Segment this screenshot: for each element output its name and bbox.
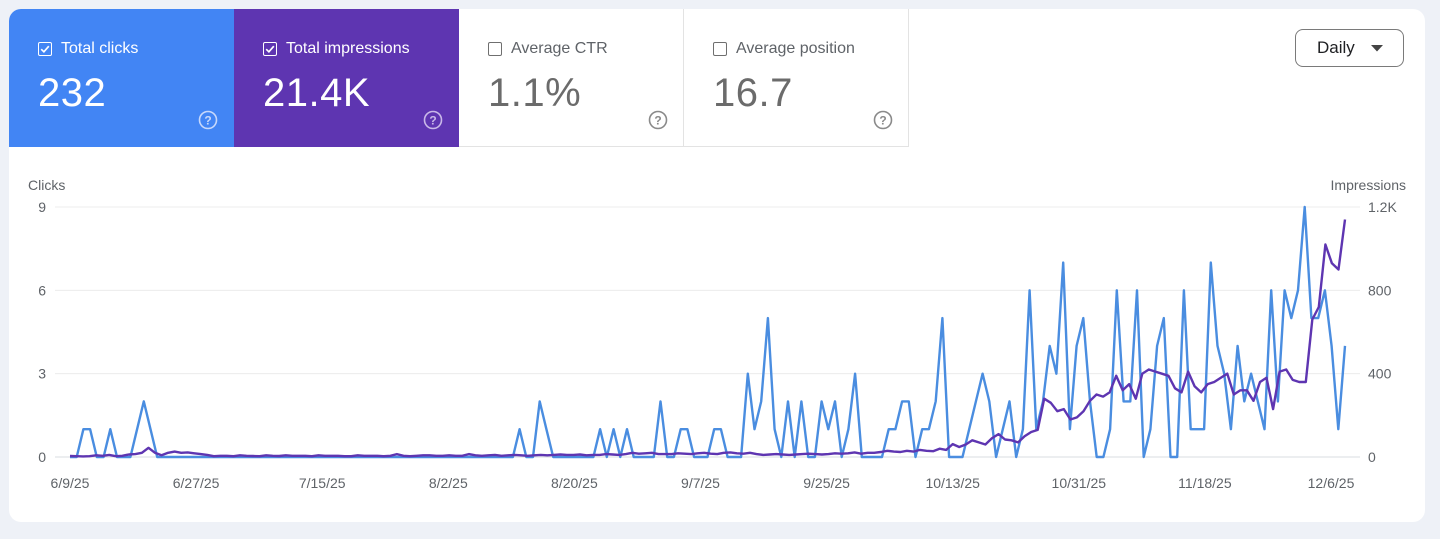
help-icon[interactable]: ?	[423, 110, 443, 130]
left-axis-tick-label: 9	[38, 199, 46, 215]
right-axis-tick-label: 400	[1368, 366, 1392, 382]
svg-text:?: ?	[654, 114, 661, 128]
svg-text:?: ?	[204, 114, 211, 128]
series-line-impressions	[69, 219, 1347, 458]
metric-value: 16.7	[713, 71, 793, 115]
left-axis-title: Clicks	[28, 177, 65, 193]
checkbox-checked-icon[interactable]	[263, 42, 277, 56]
metric-total-impressions[interactable]: Total impressions 21.4K ?	[234, 9, 459, 147]
right-axis-tick-label: 1.2K	[1368, 199, 1397, 215]
x-axis-tick-label: 9/7/25	[681, 475, 720, 491]
help-icon[interactable]: ?	[198, 110, 218, 130]
x-axis-tick-label: 10/31/25	[1052, 475, 1107, 491]
help-icon[interactable]: ?	[648, 110, 668, 130]
x-axis-tick-label: 9/25/25	[803, 475, 850, 491]
left-axis-tick-label: 3	[38, 366, 46, 382]
metric-label-row: Total impressions	[263, 40, 410, 58]
x-axis-tick-label: 12/6/25	[1308, 475, 1355, 491]
metric-label-row: Total clicks	[38, 40, 138, 58]
metric-value: 21.4K	[263, 71, 371, 115]
checkbox-checked-icon[interactable]	[38, 42, 52, 56]
right-axis-title: Impressions	[1331, 177, 1406, 193]
metric-value: 232	[38, 71, 107, 115]
dropdown-label: Daily	[1317, 38, 1355, 57]
metric-cards: Total clicks 232 ? Total impressions 21.…	[9, 9, 909, 147]
x-axis-tick-label: 6/27/25	[173, 475, 220, 491]
svg-text:?: ?	[879, 114, 886, 128]
metric-label: Average CTR	[511, 40, 608, 57]
left-axis-tick-label: 0	[38, 449, 46, 465]
performance-card: Total clicks 232 ? Total impressions 21.…	[9, 9, 1425, 522]
checkbox-unchecked-icon[interactable]	[488, 42, 502, 56]
caret-down-icon	[1371, 45, 1383, 52]
svg-text:?: ?	[429, 114, 436, 128]
metric-label: Total clicks	[61, 40, 139, 57]
metric-average-position[interactable]: Average position 16.7 ?	[684, 9, 909, 147]
metric-label: Total impressions	[286, 40, 410, 57]
right-axis-tick-label: 0	[1368, 449, 1376, 465]
x-axis-tick-label: 11/18/25	[1178, 475, 1232, 491]
x-axis-tick-label: 8/2/25	[429, 475, 468, 491]
left-axis-tick-label: 6	[38, 282, 46, 298]
series-line-clicks	[70, 205, 1347, 459]
x-axis-tick-label: 10/13/25	[925, 475, 980, 491]
x-axis-tick-label: 6/9/25	[51, 475, 90, 491]
metric-label: Average position	[736, 40, 855, 57]
metric-value: 1.1%	[488, 71, 582, 115]
x-axis-tick-label: 7/15/25	[299, 475, 346, 491]
granularity-dropdown[interactable]: Daily	[1295, 29, 1404, 67]
help-icon[interactable]: ?	[873, 110, 893, 130]
metric-label-row: Average position	[713, 40, 855, 58]
checkbox-unchecked-icon[interactable]	[713, 42, 727, 56]
x-axis-tick-label: 8/20/25	[551, 475, 598, 491]
metric-total-clicks[interactable]: Total clicks 232 ?	[9, 9, 234, 147]
metric-label-row: Average CTR	[488, 40, 608, 58]
metric-average-ctr[interactable]: Average CTR 1.1% ?	[459, 9, 684, 147]
right-axis-tick-label: 800	[1368, 282, 1392, 298]
